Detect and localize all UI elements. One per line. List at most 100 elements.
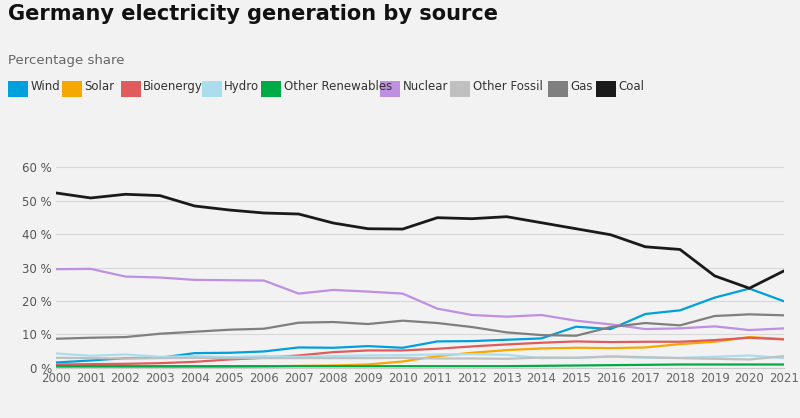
- Other Renewables: [190, 364, 199, 369]
- Other Fossil: [190, 355, 199, 360]
- Other Renewables: [225, 364, 234, 369]
- Gas: [121, 334, 130, 339]
- Gas: [606, 324, 615, 329]
- Other Renewables: [155, 364, 165, 369]
- Gas: [398, 318, 407, 323]
- Solar: [745, 334, 754, 339]
- Gas: [329, 319, 338, 324]
- Coal: [606, 232, 615, 237]
- Bioenergy: [745, 335, 754, 340]
- Nuclear: [433, 306, 442, 311]
- Bioenergy: [294, 353, 303, 358]
- Gas: [190, 329, 199, 334]
- Bioenergy: [537, 340, 546, 345]
- Coal: [745, 286, 754, 291]
- Bioenergy: [121, 361, 130, 366]
- Text: Solar: Solar: [84, 79, 114, 93]
- Other Fossil: [155, 356, 165, 361]
- Other Renewables: [86, 364, 95, 369]
- Hydro: [745, 353, 754, 358]
- Wind: [467, 339, 477, 344]
- Other Renewables: [121, 364, 130, 369]
- Wind: [259, 349, 269, 354]
- Other Fossil: [121, 356, 130, 361]
- Coal: [537, 220, 546, 225]
- Hydro: [606, 354, 615, 359]
- Solar: [502, 348, 511, 353]
- Other Fossil: [537, 355, 546, 360]
- Coal: [121, 192, 130, 197]
- Other Fossil: [641, 354, 650, 359]
- Gas: [641, 321, 650, 326]
- Other Renewables: [363, 364, 373, 369]
- Gas: [710, 314, 719, 319]
- Other Renewables: [537, 363, 546, 368]
- Wind: [363, 344, 373, 349]
- Gas: [225, 327, 234, 332]
- Bioenergy: [259, 355, 269, 360]
- Hydro: [190, 354, 199, 359]
- Gas: [675, 323, 685, 328]
- Wind: [51, 360, 61, 365]
- Coal: [294, 212, 303, 217]
- Solar: [710, 339, 719, 344]
- Bioenergy: [571, 339, 581, 344]
- Nuclear: [259, 278, 269, 283]
- Nuclear: [537, 313, 546, 318]
- Hydro: [86, 353, 95, 358]
- Coal: [259, 211, 269, 216]
- Line: Other Fossil: Other Fossil: [56, 356, 784, 359]
- Hydro: [710, 354, 719, 359]
- Other Renewables: [710, 362, 719, 367]
- Other Fossil: [259, 356, 269, 361]
- Bioenergy: [329, 349, 338, 354]
- Gas: [745, 312, 754, 317]
- Line: Bioenergy: Bioenergy: [56, 338, 784, 364]
- Bioenergy: [467, 344, 477, 349]
- Bioenergy: [51, 362, 61, 367]
- Other Renewables: [745, 362, 754, 367]
- Coal: [467, 216, 477, 221]
- Coal: [363, 226, 373, 231]
- Nuclear: [329, 288, 338, 293]
- Gas: [502, 330, 511, 335]
- Solar: [294, 363, 303, 368]
- Gas: [86, 335, 95, 340]
- Bioenergy: [710, 338, 719, 343]
- Solar: [155, 365, 165, 370]
- Solar: [571, 345, 581, 350]
- Wind: [606, 326, 615, 331]
- Other Renewables: [571, 363, 581, 368]
- Gas: [467, 324, 477, 329]
- Solar: [259, 364, 269, 369]
- Coal: [190, 204, 199, 209]
- Hydro: [502, 352, 511, 357]
- Other Fossil: [398, 355, 407, 360]
- Other Fossil: [294, 356, 303, 361]
- Coal: [86, 196, 95, 201]
- Text: Hydro: Hydro: [224, 79, 259, 93]
- Gas: [433, 321, 442, 326]
- Text: Germany electricity generation by source: Germany electricity generation by source: [8, 4, 498, 24]
- Bioenergy: [606, 339, 615, 344]
- Wind: [710, 295, 719, 300]
- Gas: [537, 333, 546, 338]
- Bioenergy: [190, 359, 199, 364]
- Bioenergy: [225, 357, 234, 362]
- Hydro: [155, 354, 165, 359]
- Bioenergy: [641, 339, 650, 344]
- Nuclear: [190, 278, 199, 283]
- Other Renewables: [467, 364, 477, 369]
- Hydro: [398, 353, 407, 358]
- Solar: [225, 364, 234, 370]
- Other Renewables: [606, 363, 615, 368]
- Other Fossil: [779, 354, 789, 359]
- Bioenergy: [363, 348, 373, 353]
- Bioenergy: [86, 362, 95, 367]
- Solar: [51, 365, 61, 370]
- Hydro: [363, 353, 373, 358]
- Solar: [363, 362, 373, 367]
- Gas: [294, 320, 303, 325]
- Nuclear: [86, 266, 95, 271]
- Other Renewables: [294, 364, 303, 369]
